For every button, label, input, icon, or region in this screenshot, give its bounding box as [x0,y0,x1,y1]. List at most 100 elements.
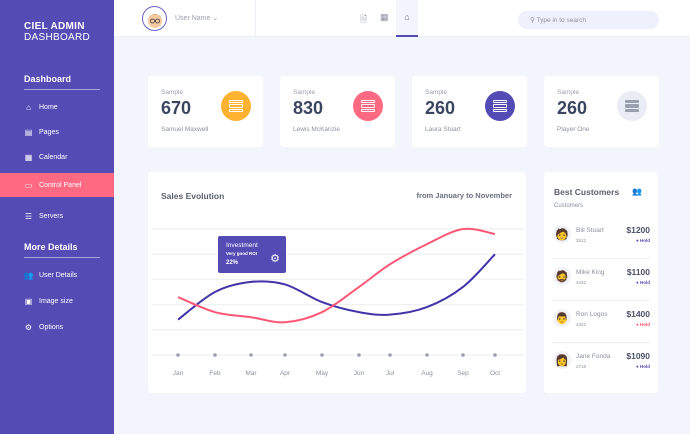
sidebar-item-calendar[interactable]: ▦ Calendar [0,145,114,169]
label: Servers [39,212,64,220]
customer-name: Jane Fonda [576,353,611,360]
customer-id: 4322 [576,322,587,327]
gear-icon: ⚙ [24,322,33,332]
home-icon: ⌂ [404,12,410,22]
chart-title: Sales Evolution [161,191,225,201]
axis-dot [249,353,253,357]
customer-id: 3512 [576,238,587,243]
stat-label: Sample [425,89,448,96]
status-badge: ● Hold [636,238,650,243]
customer-id: 2718 [576,364,587,369]
customer-row[interactable]: 🧔 Mike King 3442 $1100 ● Hold [550,260,652,301]
customer-id: 3442 [576,280,587,285]
stat-value: 830 [293,98,324,118]
file-icon: ▤ [24,127,33,137]
x-tick-label: May [315,370,329,377]
sidebar: CIEL ADMIN DASHBOARD Dashboard ⌂ Home ▤ Pag… [0,0,114,434]
image-icon: ▣ [24,296,33,306]
series-line-series-a [177,253,496,321]
label: Image size [39,297,73,305]
avatar: 👨 [553,309,571,327]
chevron-down-icon: ⌄ [212,15,219,22]
x-tick-label: Jan [172,370,184,377]
home-icon: ⌂ [26,102,31,112]
divider [255,0,256,36]
server-icon [221,91,251,121]
stat-name: Laura Stuart [425,126,461,133]
axis-dot [213,353,217,357]
line-chart [152,227,524,357]
customer-amount: $1200 [626,225,650,235]
brand: CIEL ADMIN DASHBOARD [24,21,90,43]
stat-label: Sample [161,89,184,96]
x-tick-label: Jul [385,370,395,377]
brand-subtitle: DASHBOARD [24,32,91,43]
avatar: 🧔 [553,267,571,285]
stat-name: Lewis McKanzie [293,126,340,133]
customer-amount: $1090 [626,351,650,361]
customer-amount: $1400 [626,309,650,319]
sales-chart-card: Sales Evolution from January to November… [148,172,526,393]
customers-title: Best Customers [554,187,620,197]
stat-value: 260 [557,98,588,118]
axis-dot [461,353,465,357]
topbar: User Name ⌄ 🗎 ▦ ⌂ ⚲ Type in to search [114,0,690,37]
label: User Details [39,271,78,279]
label: Options [39,323,64,331]
status-text: Hold [640,364,650,369]
customer-name: Bill Stuart [576,227,604,234]
status-badge: ● Hold [636,364,650,369]
axis-dot [176,353,180,357]
sidebar-item-user-details[interactable]: 👥 User Details [0,263,114,287]
label: Calendar [39,153,68,161]
search-input[interactable]: ⚲ Type in to search [518,11,659,29]
status-text: Hold [640,238,650,243]
user-menu[interactable]: User Name ⌄ [175,14,218,22]
sidebar-item-control-panel[interactable]: ▭ Control Panel [0,173,114,197]
sidebar-item-image-size[interactable]: ▣ Image size [0,289,114,313]
series-line-series-b [177,227,496,324]
customer-row[interactable]: 👨 Ron Logos 4322 $1400 ● Hold [550,302,652,343]
home-tab[interactable]: ⌂ [396,0,418,37]
status-badge: ● Hold [636,322,650,327]
x-tick-label: Mar [245,370,257,377]
label: Pages [39,128,59,136]
customer-row[interactable]: 👩 Jane Fonda 2718 $1090 ● Hold [550,344,652,385]
user-name: User Name [175,15,211,22]
axis-dot [493,353,497,357]
sidebar-item-servers[interactable]: ☰ Servers [0,204,114,228]
sidebar-item-home[interactable]: ⌂ Home [0,95,114,119]
window-icon: ▭ [24,180,33,190]
calendar-icon[interactable]: ▦ [380,12,389,22]
status-text: Hold [640,280,650,285]
avatar: 🧑 [553,225,571,243]
label: Control Panel [39,181,82,189]
stat-name: Samuel Maxwell [161,126,209,133]
label: Home [39,103,58,111]
sidebar-item-pages[interactable]: ▤ Pages [0,120,114,144]
x-tick-label: Jun [353,370,365,377]
brand-title: CIEL ADMIN [24,21,85,32]
x-tick-label: Sep [457,370,469,377]
axis-dot [425,353,429,357]
server-icon: ☰ [24,211,33,221]
divider [552,300,650,301]
best-customers-card: Best Customers 👥 Customers 🧑 Bill Stuart… [544,172,658,393]
section-dashboard: Dashboard [24,74,101,90]
axis-dot [357,353,361,357]
sidebar-item-options[interactable]: ⚙ Options [0,315,114,339]
status-badge: ● Hold [636,280,650,285]
x-tick-label: Feb [209,370,221,377]
gear-icon[interactable]: ⚙ [270,253,280,265]
stat-value: 260 [425,98,456,118]
section-more-details: More Details [24,242,100,258]
avatar[interactable] [142,6,167,31]
file-icon[interactable]: 🗎 [360,14,368,24]
axis-dot [388,353,392,357]
tooltip-subtitle: Very good ROI [226,251,258,256]
users-icon: 👥 [23,270,34,280]
avatar: 👩 [553,351,571,369]
stat-name: Player One [557,126,590,133]
customer-row[interactable]: 🧑 Bill Stuart 3512 $1200 ● Hold [550,218,652,259]
x-tick-label: Oct [489,370,501,377]
